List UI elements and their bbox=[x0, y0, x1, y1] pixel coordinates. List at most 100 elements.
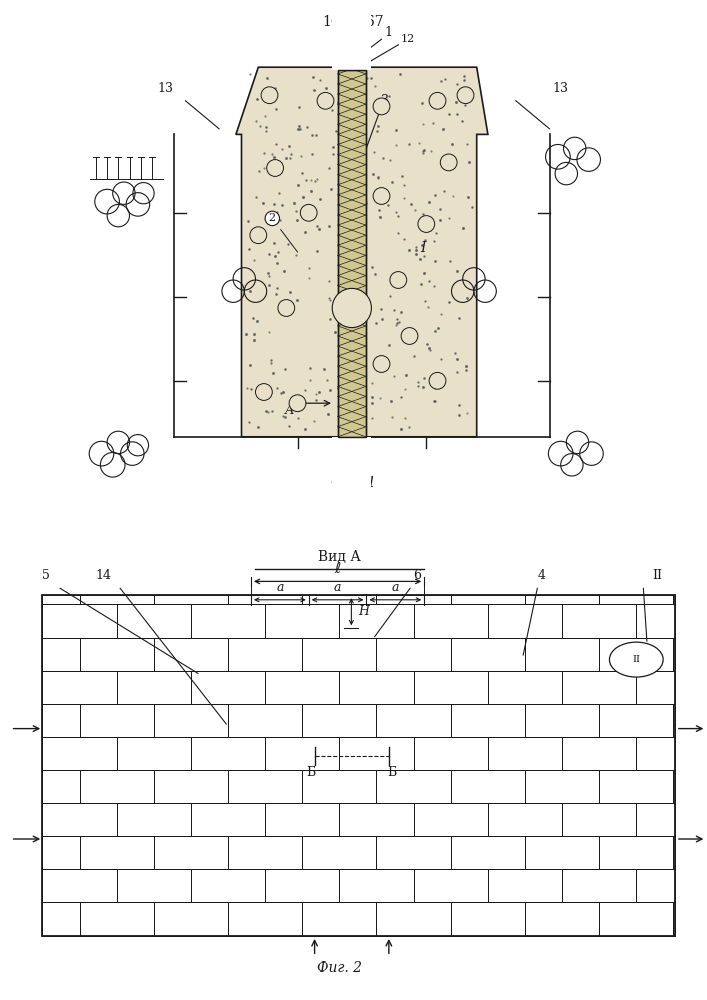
Bar bbox=[117, 737, 191, 770]
Bar bbox=[80, 836, 153, 869]
Bar bbox=[338, 70, 366, 437]
Bar bbox=[42, 595, 675, 936]
Bar bbox=[673, 638, 675, 671]
Text: 12: 12 bbox=[401, 34, 415, 44]
Bar bbox=[80, 770, 153, 803]
Bar bbox=[339, 803, 414, 836]
Bar bbox=[600, 836, 673, 869]
Circle shape bbox=[278, 300, 295, 316]
Bar bbox=[376, 595, 451, 604]
Bar bbox=[228, 770, 302, 803]
Bar bbox=[191, 737, 265, 770]
Bar bbox=[451, 902, 525, 936]
Bar bbox=[265, 671, 339, 704]
Circle shape bbox=[332, 288, 371, 328]
Bar bbox=[42, 770, 79, 803]
Bar bbox=[302, 770, 376, 803]
Bar bbox=[636, 671, 675, 704]
Bar bbox=[42, 595, 675, 936]
Bar bbox=[414, 803, 488, 836]
Text: 6: 6 bbox=[414, 569, 421, 582]
Bar bbox=[265, 604, 339, 638]
Circle shape bbox=[457, 87, 474, 104]
Text: 13: 13 bbox=[158, 82, 173, 95]
Circle shape bbox=[300, 204, 317, 221]
Bar bbox=[302, 638, 376, 671]
Bar bbox=[339, 671, 414, 704]
Circle shape bbox=[609, 642, 663, 677]
Bar bbox=[228, 704, 302, 737]
Bar bbox=[153, 836, 228, 869]
Text: Б: Б bbox=[387, 766, 397, 779]
Circle shape bbox=[429, 92, 446, 109]
Bar bbox=[191, 869, 265, 902]
Bar bbox=[153, 638, 228, 671]
Bar bbox=[525, 638, 600, 671]
Circle shape bbox=[418, 216, 435, 232]
Bar bbox=[265, 869, 339, 902]
Bar bbox=[525, 595, 600, 604]
Text: II: II bbox=[632, 655, 641, 664]
Bar bbox=[228, 638, 302, 671]
Bar bbox=[414, 737, 488, 770]
Bar bbox=[302, 704, 376, 737]
Bar bbox=[376, 638, 451, 671]
Bar bbox=[302, 902, 376, 936]
Bar bbox=[228, 595, 302, 604]
Text: a: a bbox=[334, 581, 341, 594]
Text: 1: 1 bbox=[385, 26, 392, 39]
Bar bbox=[42, 595, 79, 604]
Bar bbox=[414, 869, 488, 902]
Polygon shape bbox=[236, 67, 488, 437]
Bar bbox=[80, 595, 153, 604]
Bar bbox=[525, 902, 600, 936]
Bar bbox=[228, 902, 302, 936]
Bar bbox=[339, 737, 414, 770]
Bar bbox=[562, 803, 636, 836]
Bar bbox=[42, 638, 79, 671]
Bar bbox=[42, 869, 117, 902]
Bar bbox=[153, 595, 228, 604]
Bar bbox=[42, 704, 79, 737]
Bar bbox=[376, 836, 451, 869]
Bar bbox=[600, 902, 673, 936]
Bar bbox=[451, 595, 525, 604]
Text: 5: 5 bbox=[42, 569, 50, 582]
Circle shape bbox=[250, 227, 267, 244]
Circle shape bbox=[373, 356, 390, 372]
Bar bbox=[117, 869, 191, 902]
Bar bbox=[191, 671, 265, 704]
Bar bbox=[451, 638, 525, 671]
Bar bbox=[153, 770, 228, 803]
Bar bbox=[562, 604, 636, 638]
Bar bbox=[562, 671, 636, 704]
Bar bbox=[488, 671, 562, 704]
Circle shape bbox=[267, 160, 284, 176]
Bar bbox=[302, 836, 376, 869]
Circle shape bbox=[429, 372, 446, 389]
Bar bbox=[414, 604, 488, 638]
Bar bbox=[376, 770, 451, 803]
Bar bbox=[80, 902, 153, 936]
Bar bbox=[376, 704, 451, 737]
Text: H: H bbox=[358, 605, 369, 618]
Bar bbox=[414, 671, 488, 704]
Bar bbox=[338, 70, 366, 437]
Text: 13: 13 bbox=[552, 82, 568, 95]
Circle shape bbox=[255, 384, 272, 400]
Bar bbox=[42, 803, 117, 836]
Bar bbox=[451, 704, 525, 737]
Bar bbox=[191, 803, 265, 836]
Bar bbox=[42, 671, 117, 704]
Bar bbox=[636, 604, 675, 638]
Bar bbox=[117, 803, 191, 836]
Bar bbox=[488, 737, 562, 770]
Bar bbox=[376, 902, 451, 936]
Circle shape bbox=[289, 395, 306, 412]
Bar bbox=[451, 836, 525, 869]
Bar bbox=[117, 604, 191, 638]
Bar bbox=[525, 704, 600, 737]
Bar bbox=[673, 595, 675, 604]
Text: Фиг. 1: Фиг. 1 bbox=[331, 476, 376, 490]
Bar bbox=[600, 770, 673, 803]
